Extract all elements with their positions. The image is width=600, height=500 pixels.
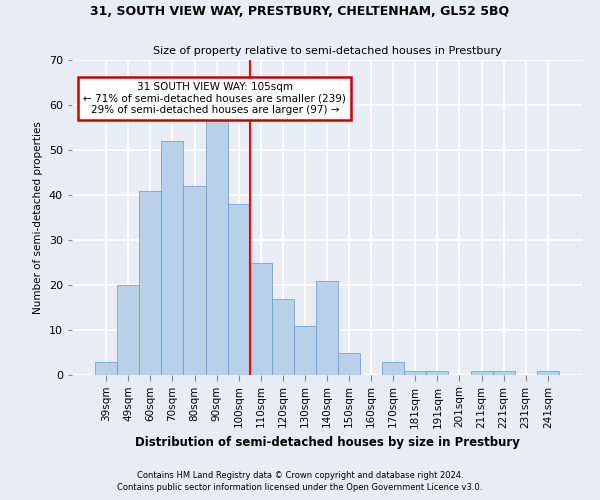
Bar — [250, 262, 272, 375]
Title: Size of property relative to semi-detached houses in Prestbury: Size of property relative to semi-detach… — [152, 46, 502, 56]
Bar — [117, 285, 139, 375]
Bar — [294, 326, 316, 375]
Bar — [95, 362, 117, 375]
Bar — [493, 370, 515, 375]
Text: 31 SOUTH VIEW WAY: 105sqm
← 71% of semi-detached houses are smaller (239)
29% of: 31 SOUTH VIEW WAY: 105sqm ← 71% of semi-… — [83, 82, 346, 116]
Bar — [404, 370, 427, 375]
Bar — [427, 370, 448, 375]
Bar — [537, 370, 559, 375]
Bar — [139, 190, 161, 375]
Bar — [316, 280, 338, 375]
Bar — [470, 370, 493, 375]
Bar — [382, 362, 404, 375]
Bar — [161, 141, 184, 375]
Bar — [184, 186, 206, 375]
Bar — [338, 352, 360, 375]
Bar — [206, 118, 227, 375]
Text: Contains HM Land Registry data © Crown copyright and database right 2024.
Contai: Contains HM Land Registry data © Crown c… — [118, 471, 482, 492]
Y-axis label: Number of semi-detached properties: Number of semi-detached properties — [33, 121, 43, 314]
Text: 31, SOUTH VIEW WAY, PRESTBURY, CHELTENHAM, GL52 5BQ: 31, SOUTH VIEW WAY, PRESTBURY, CHELTENHA… — [91, 5, 509, 18]
X-axis label: Distribution of semi-detached houses by size in Prestbury: Distribution of semi-detached houses by … — [134, 436, 520, 449]
Bar — [272, 298, 294, 375]
Bar — [227, 204, 250, 375]
